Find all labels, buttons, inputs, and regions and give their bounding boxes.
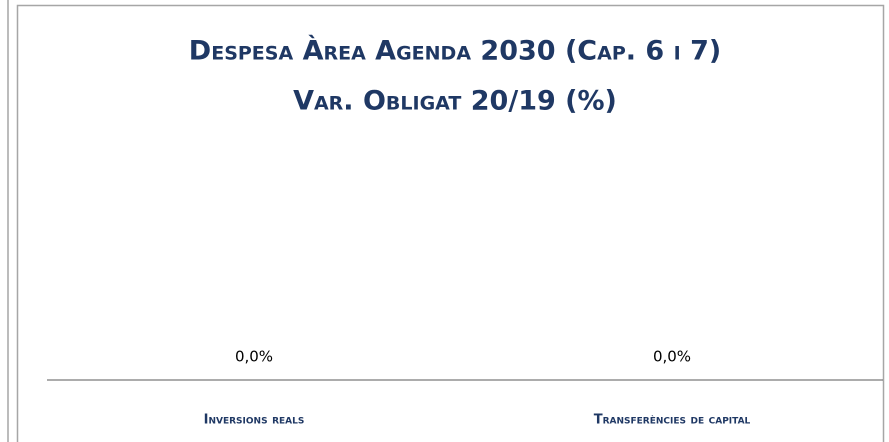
value-label: 0,0%: [653, 348, 691, 366]
chart-title: Despesa Àrea Agenda 2030 (Cap. 6 i 7): [189, 35, 721, 67]
x-tick-label: Transferències de capital: [594, 413, 751, 428]
chart-title: Var. Obligat 20/19 (%): [293, 86, 617, 117]
value-label: 0,0%: [235, 348, 273, 366]
x-tick-label: Inversions reals: [204, 413, 305, 428]
chart-border: [16, 4, 885, 442]
